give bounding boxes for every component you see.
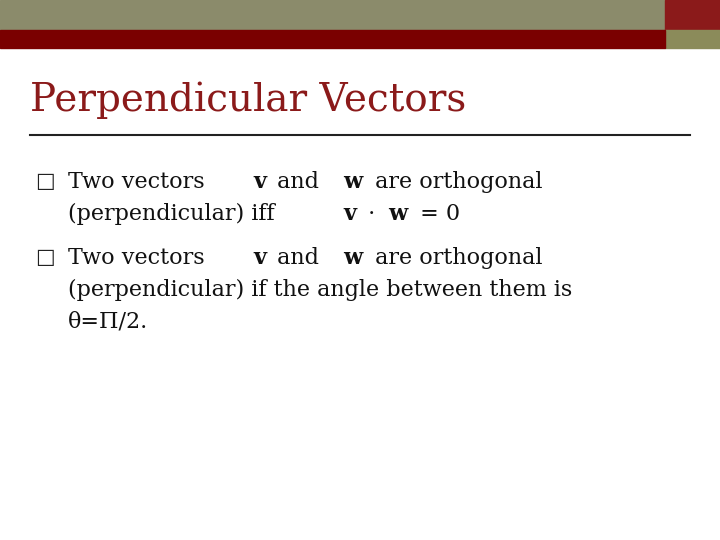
Text: are orthogonal: are orthogonal bbox=[367, 247, 542, 269]
Text: w: w bbox=[343, 247, 362, 269]
Text: (perpendicular) iff: (perpendicular) iff bbox=[68, 203, 282, 225]
Text: v: v bbox=[344, 203, 357, 225]
Text: w: w bbox=[343, 171, 362, 193]
Text: Perpendicular Vectors: Perpendicular Vectors bbox=[30, 81, 467, 119]
Text: v: v bbox=[253, 171, 266, 193]
Text: (perpendicular) if the angle between them is: (perpendicular) if the angle between the… bbox=[68, 279, 572, 301]
Text: Two vectors: Two vectors bbox=[68, 247, 212, 269]
Text: ·: · bbox=[361, 203, 382, 225]
Text: θ=Π/2.: θ=Π/2. bbox=[68, 311, 148, 333]
Text: and: and bbox=[270, 171, 326, 193]
Text: □: □ bbox=[35, 172, 55, 192]
Text: w: w bbox=[388, 203, 408, 225]
Text: □: □ bbox=[35, 248, 55, 267]
Text: Two vectors: Two vectors bbox=[68, 171, 212, 193]
Text: = 0: = 0 bbox=[413, 203, 460, 225]
Text: and: and bbox=[270, 247, 326, 269]
Bar bbox=[0, 0, 665, 30]
Bar bbox=[665, 0, 720, 30]
Bar bbox=[0, 30, 665, 48]
Text: are orthogonal: are orthogonal bbox=[367, 171, 542, 193]
Text: v: v bbox=[253, 247, 266, 269]
Bar bbox=[665, 30, 720, 48]
